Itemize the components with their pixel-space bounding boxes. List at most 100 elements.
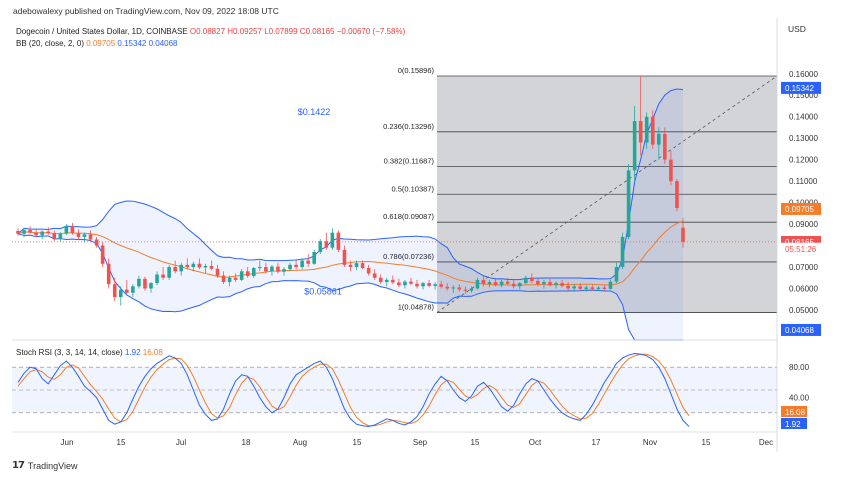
candle (227, 277, 232, 283)
candle (88, 234, 93, 240)
ohlc-close: C0.08165 (299, 27, 335, 36)
stoch-d-line (17, 353, 690, 427)
fib-label: 1(0.04878) (398, 303, 435, 312)
candle (312, 251, 317, 264)
x-tick-label: 18 (242, 438, 251, 447)
currency-label: USD (788, 24, 806, 34)
candle (620, 236, 625, 267)
candle (427, 283, 431, 286)
candle (360, 263, 365, 269)
candle (614, 267, 619, 282)
x-tick-label: Aug (293, 438, 307, 447)
fib-label: 0(0.15896) (398, 66, 435, 75)
y-tick-label: 0.15000 (789, 91, 818, 100)
price-tag (781, 242, 821, 255)
candle (233, 277, 238, 280)
candle (306, 260, 310, 264)
stoch-tag-label: 1.92 (785, 420, 801, 429)
symbol-legend: Dogecoin / United States Dollar, 1D, COI… (16, 27, 405, 36)
bb-lower-line (17, 233, 683, 341)
candle (590, 287, 595, 290)
fib-trend-line (436, 75, 778, 313)
candle (118, 289, 123, 298)
candle (300, 260, 304, 267)
candle (499, 281, 504, 286)
candle (602, 287, 607, 289)
candle (34, 232, 38, 236)
bb-basis-line (17, 220, 684, 286)
publish-info: adebowalexy published on TradingView.com… (13, 6, 279, 16)
footer-brand: TradingView (27, 460, 78, 471)
candle (161, 274, 165, 278)
candle (397, 282, 401, 286)
bb-basis: 0.09705 (86, 39, 116, 48)
bb-upper: 0.15342 (117, 39, 147, 48)
candle (294, 264, 298, 267)
candle (681, 227, 685, 242)
candle (391, 279, 395, 283)
ohlc-change: −0.00670 (−7.58%) (336, 27, 406, 36)
candle (584, 287, 589, 289)
x-tick-label: 17 (592, 438, 601, 447)
price-tag-label: 0.08165 (785, 238, 814, 247)
stoch-tag (781, 418, 807, 429)
candle (324, 241, 329, 248)
candle (270, 266, 274, 272)
fib-label: 0.5(0.10387) (391, 184, 434, 193)
candle (209, 265, 214, 269)
candle (185, 264, 190, 267)
candle (336, 232, 341, 250)
ohlc-open: O0.08827 (189, 27, 226, 36)
y-tick-label: 0.10000 (789, 199, 818, 208)
price-tag (781, 81, 821, 94)
candle (149, 283, 153, 289)
candle (251, 268, 256, 277)
bb-lower: 0.04068 (148, 39, 178, 48)
candle (245, 271, 250, 277)
candle (131, 286, 135, 293)
candle (155, 274, 159, 284)
candle (239, 271, 244, 280)
candle (40, 231, 44, 236)
candle (16, 230, 20, 234)
bb-legend: BB (20, close, 2, 0) 0.09705 0.15342 0.0… (16, 39, 178, 48)
candle (421, 283, 425, 287)
ohlc-low: L0.07899 (264, 27, 298, 36)
candle (548, 282, 552, 286)
candle (554, 283, 558, 286)
candle (100, 245, 105, 264)
candle (439, 284, 443, 287)
candle (384, 279, 389, 283)
candle (330, 232, 335, 248)
candle (572, 286, 576, 289)
candle (632, 121, 637, 171)
x-tick-label: 15 (471, 438, 480, 447)
candle (475, 279, 480, 289)
price-tag (781, 202, 821, 215)
candle (675, 181, 679, 208)
candle (578, 286, 583, 289)
x-tick-label: 15 (702, 438, 711, 447)
candle (70, 226, 75, 234)
candle (608, 281, 613, 289)
bb-fill (18, 88, 683, 340)
fib-label: 0.786(0.07236) (383, 252, 434, 261)
candle (517, 283, 522, 287)
candle (197, 263, 202, 268)
y-tick-label: 0.11000 (789, 177, 818, 186)
candle (106, 263, 111, 285)
price-tag-label: 0.09705 (785, 205, 814, 214)
price-annotation: $0.05861 (304, 286, 342, 296)
candle (481, 279, 486, 285)
x-tick-label: Dec (759, 438, 773, 447)
stoch-tick-label: 80.00 (789, 363, 810, 372)
x-tick-label: Jul (176, 438, 186, 447)
candle (282, 269, 286, 272)
candle (596, 287, 601, 290)
candle (644, 116, 649, 143)
x-tick-label: Jun (61, 438, 74, 447)
stoch-band (12, 367, 777, 413)
tradingview-footer: 𝟭𝟳 TradingView (12, 460, 77, 471)
price-tag-label: 05:51:26 (785, 245, 817, 254)
